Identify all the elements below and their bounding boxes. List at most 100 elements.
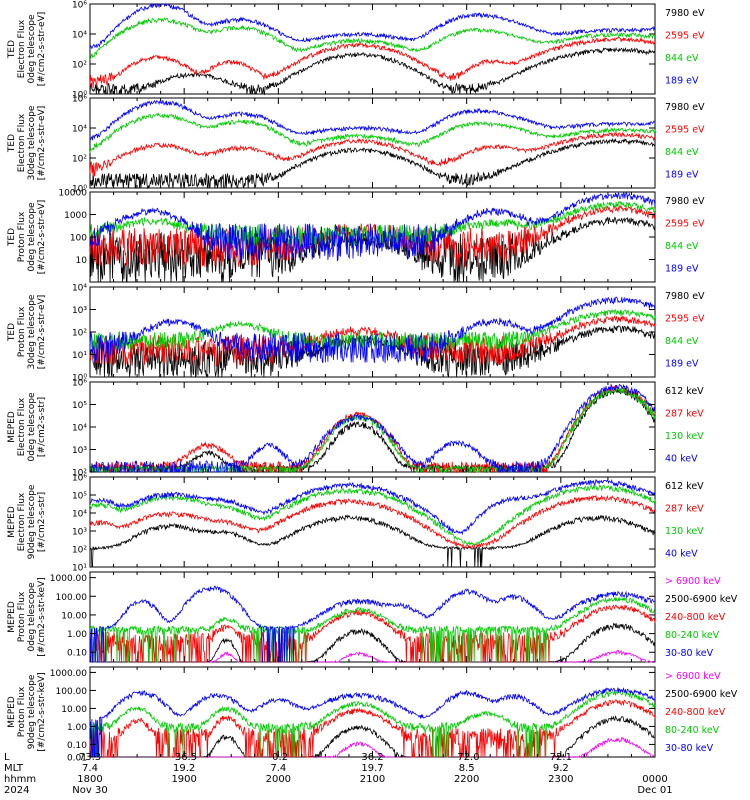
legend-entry: 80-240 keV — [665, 725, 720, 736]
panel-5: 612 keV 287 keV 130 keV 40 keV 10² 10³ 10⁴ 10⁵ 1… — [7, 379, 704, 479]
footer-hhmm-value: 1900 — [171, 774, 196, 785]
y-tick-label: 10⁴ — [72, 31, 87, 41]
footer-l-value: -72.0 — [454, 752, 480, 763]
y-axis-label-line: Electron Flux — [17, 397, 27, 456]
footer-hhmm-value: 0000 — [642, 774, 667, 785]
series-line-189-ev — [89, 191, 656, 262]
legend-entry: > 6900 keV — [665, 671, 721, 682]
series-line-7980-ev — [89, 324, 656, 378]
y-tick-label: 10² — [72, 329, 87, 339]
footer-mlt-value: 8.5 — [459, 763, 475, 774]
y-tick-label: 100.00 — [56, 687, 88, 697]
y-axis-label: TEDElectron Flux0deg telescope[#/cm2-s-s… — [7, 12, 47, 87]
y-tick-label: 10⁵ — [72, 401, 87, 411]
footer-l-value: -36.5 — [171, 752, 197, 763]
legend-entry: 40 keV — [665, 454, 698, 465]
series-line-130-kev — [89, 387, 656, 474]
legend-entry: 240-800 keV — [665, 707, 726, 718]
y-tick-label: 10.00 — [61, 705, 87, 715]
y-tick-label: 10 — [76, 256, 88, 266]
y-axis-label-line: Electron Flux — [17, 492, 27, 551]
y-axis-label-line: MEPED — [7, 506, 17, 538]
panel-7: > 6900 keV 2500-6900 keV 240-800 keV 80-240… — [7, 571, 738, 664]
y-axis-label-line: Electron Flux — [17, 113, 27, 172]
y-axis-label-line: [#/cm2-s-str-keV] — [37, 672, 47, 751]
legend-entry: > 6900 keV — [665, 576, 721, 587]
legend-entry: 844 eV — [665, 336, 699, 347]
legend-entry: 189 eV — [665, 170, 699, 181]
y-tick-label: 10⁴ — [72, 125, 87, 135]
y-axis-label-line: 90deg telescope — [27, 674, 37, 749]
legend-entry: 844 eV — [665, 53, 699, 64]
y-tick-label: 0.10 — [67, 741, 87, 751]
series-line-612-kev — [89, 514, 656, 568]
series-line-612-kev — [89, 386, 656, 474]
footer-hhmm-value: 1800 — [77, 774, 102, 785]
y-tick-label: 10⁴ — [72, 424, 87, 434]
panels-group: 7980 eV 2595 eV 844 eV 189 eV 10⁰ 10² 10⁴ 10⁶ TE… — [7, 1, 738, 764]
y-axis-label: TEDProton Flux30deg telescope[#/cm2-s-st… — [7, 294, 47, 369]
footer-label-year: 2024 — [4, 785, 29, 796]
footer-mlt-value: 19.7 — [361, 763, 383, 774]
legend-entry: 2500-6900 keV — [665, 689, 738, 700]
legend-entry: 189 eV — [665, 76, 699, 87]
panel-2: 7980 eV 2595 eV 844 eV 189 eV 10⁰ 10² 10⁴ 10⁶ TE… — [7, 95, 705, 195]
y-axis-label-line: MEPED — [7, 696, 17, 728]
y-axis-label: MEPEDProton Flux0deg telescope[#/cm2-s-s… — [7, 577, 47, 656]
y-tick-label: 10⁶ — [72, 95, 87, 105]
legend-entry: 7980 eV — [665, 8, 705, 19]
panel-6: 612 keV 287 keV 130 keV 40 keV 10¹ 10² 10³ 10⁴ 1… — [7, 474, 704, 574]
y-axis-label-line: 0deg telescope — [27, 14, 37, 84]
panel-frame — [89, 3, 656, 95]
series-line-189-ev — [89, 296, 656, 364]
series-line-240-800-kev — [89, 699, 656, 758]
y-axis-label-line: 30deg telescope — [27, 105, 37, 180]
y-tick-label: 10000 — [58, 189, 87, 199]
legend-entry: 612 keV — [665, 481, 704, 492]
legend-entry: 130 keV — [665, 431, 704, 442]
y-tick-label: 1000.00 — [50, 669, 87, 679]
y-axis-label-line: [#/cm2-s-str-eV] — [37, 12, 47, 87]
footer-label-l: L — [4, 752, 10, 763]
y-tick-label: 10⁴ — [72, 510, 87, 520]
footer-hhmm-value: 2200 — [454, 774, 479, 785]
footer-label-hhmm: hhmm — [4, 774, 36, 785]
legend-entry: 7980 eV — [665, 291, 705, 302]
footer-hhmm-value: 2000 — [266, 774, 291, 785]
legend-entry: 2595 eV — [665, 219, 705, 230]
footer-hhmm-value: 2100 — [360, 774, 385, 785]
y-tick-label: 1.00 — [67, 723, 87, 733]
y-axis-label-line: MEPED — [7, 601, 17, 633]
y-axis-label: TEDElectron Flux30deg telescope[#/cm2-s-… — [7, 105, 47, 180]
legend-entry: 287 keV — [665, 504, 704, 515]
y-tick-label: 10⁵ — [72, 492, 87, 502]
y-axis-label: TEDProton Flux0deg telescope[#/cm2-s-str… — [7, 200, 47, 275]
legend-entry: 80-240 keV — [665, 630, 720, 641]
y-tick-label: 10² — [72, 61, 87, 71]
y-tick-label: 10.00 — [61, 611, 87, 621]
y-tick-label: 10³ — [72, 306, 87, 316]
y-tick-label: 10⁰ — [72, 185, 87, 195]
y-tick-label: 10⁰ — [72, 91, 87, 101]
y-tick-label: 10³ — [72, 446, 87, 456]
y-axis-label-line: 90deg telescope — [27, 484, 37, 559]
y-tick-label: 100.00 — [56, 593, 88, 603]
y-axis-label-line: [#/cm2-s-str-eV] — [37, 200, 47, 275]
legend-entry: 189 eV — [665, 359, 699, 370]
legend-entry: 844 eV — [665, 147, 699, 158]
legend-entry: 2595 eV — [665, 31, 705, 42]
legend-entry: 130 keV — [665, 526, 704, 537]
legend-entry: 7980 eV — [665, 196, 705, 207]
footer-mlt-value: 7.4 — [270, 763, 286, 774]
y-axis-label-line: [#/cm2-s-str] — [37, 397, 47, 457]
y-axis-label-line: TED — [7, 40, 17, 59]
y-axis-label: MEPEDElectron Flux0deg telescope[#/cm2-s… — [7, 392, 47, 462]
footer-mlt-value: 7.4 — [82, 763, 98, 774]
footer-mlt-value: 19.2 — [173, 763, 195, 774]
series-line-844-ev — [89, 309, 656, 352]
y-tick-label: 10⁶ — [72, 474, 87, 484]
y-tick-label: 10⁶ — [72, 379, 87, 389]
series-line-40-kev — [89, 478, 656, 536]
panel-3: 7980 eV 2595 eV 844 eV 189 eV 10 100 1000 10000… — [7, 189, 705, 283]
y-axis-label-line: Electron Flux — [17, 19, 27, 78]
